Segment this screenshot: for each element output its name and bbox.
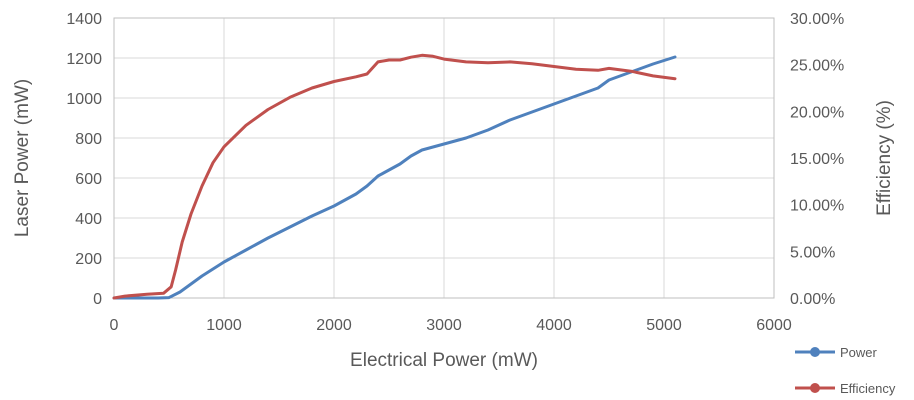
- legend-label-power: Power: [840, 345, 878, 360]
- y-left-tick-label: 800: [75, 131, 102, 148]
- y-left-tick-label: 400: [75, 211, 102, 228]
- y-left-tick-label: 600: [75, 171, 102, 188]
- x-axis-title: Electrical Power (mW): [350, 350, 538, 371]
- y-axis-left-title: Laser Power (mW): [12, 79, 33, 237]
- y-left-tick-label: 0: [93, 291, 102, 308]
- legend-item-power: Power: [795, 345, 878, 360]
- plot-area: [113, 17, 775, 299]
- x-tick-label: 6000: [756, 317, 792, 334]
- series-line-efficiency: [112, 53, 677, 300]
- y-right-tick-label: 20.00%: [790, 104, 844, 121]
- series-layer: [112, 53, 677, 300]
- ticks-layer: 0 200 400 600 800 1000 1200 1400 0.00% 5.00% 10.00…: [66, 11, 844, 334]
- x-tick-label: 3000: [426, 317, 462, 334]
- y-right-tick-label: 25.00%: [790, 58, 844, 75]
- y-right-tick-label: 10.00%: [790, 198, 844, 215]
- legend-item-efficiency: Efficiency: [795, 381, 896, 396]
- legend-marker-efficiency: [810, 383, 820, 393]
- y-left-tick-label: 1400: [66, 11, 102, 28]
- series-line-power: [112, 55, 677, 300]
- x-tick-label: 1000: [206, 317, 242, 334]
- x-tick-label: 2000: [316, 317, 352, 334]
- y-left-tick-label: 200: [75, 251, 102, 268]
- y-right-tick-label: 30.00%: [790, 11, 844, 28]
- legend: Power Efficiency: [795, 345, 896, 396]
- y-right-tick-label: 5.00%: [790, 244, 835, 261]
- legend-marker-power: [810, 347, 820, 357]
- y-left-tick-label: 1200: [66, 51, 102, 68]
- legend-label-efficiency: Efficiency: [840, 381, 896, 396]
- y-right-tick-label: 15.00%: [790, 151, 844, 168]
- x-tick-label: 4000: [536, 317, 572, 334]
- x-tick-label: 0: [110, 317, 119, 334]
- y-right-tick-label: 0.00%: [790, 291, 835, 308]
- y-left-tick-label: 1000: [66, 91, 102, 108]
- y-axis-right-title: Efficiency (%): [874, 100, 895, 216]
- x-tick-label: 5000: [646, 317, 682, 334]
